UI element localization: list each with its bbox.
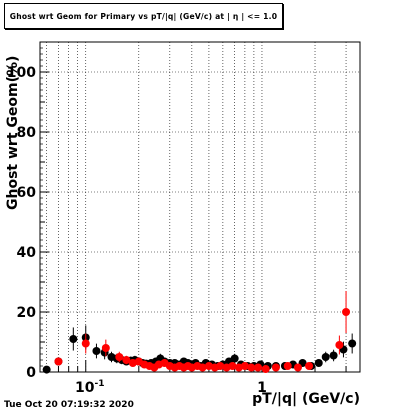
data-point [240,362,249,370]
x-tick-label: 1 [257,380,267,396]
data-point [198,363,207,372]
data-point [283,362,292,370]
y-tick-label: 80 [17,125,37,141]
y-axis-label: Ghost wrt Geom(%) [5,55,21,210]
x-tick-label: 10-1 [75,379,104,396]
data-point [254,363,263,372]
y-tick-label: 0 [26,365,36,381]
y-tick-label: 60 [17,185,37,201]
data-point [92,347,101,355]
footer-timestamp: Tue Oct 20 07:19:32 2020 [4,400,134,410]
y-tick-label: 40 [17,245,37,261]
data-point [348,339,357,348]
data-point [69,335,78,343]
chart-title-box: Ghost wrt Geom for Primary vs pT/|q| (Ge… [4,3,283,29]
x-axis-label: pT/|q| (GeV/c) [252,391,360,407]
data-point [335,341,344,349]
data-point [216,362,225,370]
data-point [101,344,110,352]
data-point [321,353,330,361]
data-point [42,365,51,374]
data-point [329,351,338,360]
data-point [271,363,280,372]
data-point [305,362,314,370]
data-point [342,308,351,316]
y-tick-label: 100 [7,65,36,81]
data-point [115,353,124,361]
y-tick-label: 20 [17,305,37,321]
data-point [54,357,63,366]
chart-title: Ghost wrt Geom for Primary vs pT/|q| (Ge… [9,11,278,21]
data-point [247,363,256,372]
data-point [122,356,131,364]
plot-frame [39,41,361,373]
data-point [81,339,90,348]
data-point [293,363,302,372]
axes [39,41,361,373]
data-point [314,359,323,367]
data-point [228,362,237,370]
data-point [230,354,239,363]
data-point [261,365,270,373]
ticks: 0 20 40 60 80 100 10-1 1 [7,41,347,396]
grid-lines [40,42,360,372]
data-marks [42,291,357,374]
